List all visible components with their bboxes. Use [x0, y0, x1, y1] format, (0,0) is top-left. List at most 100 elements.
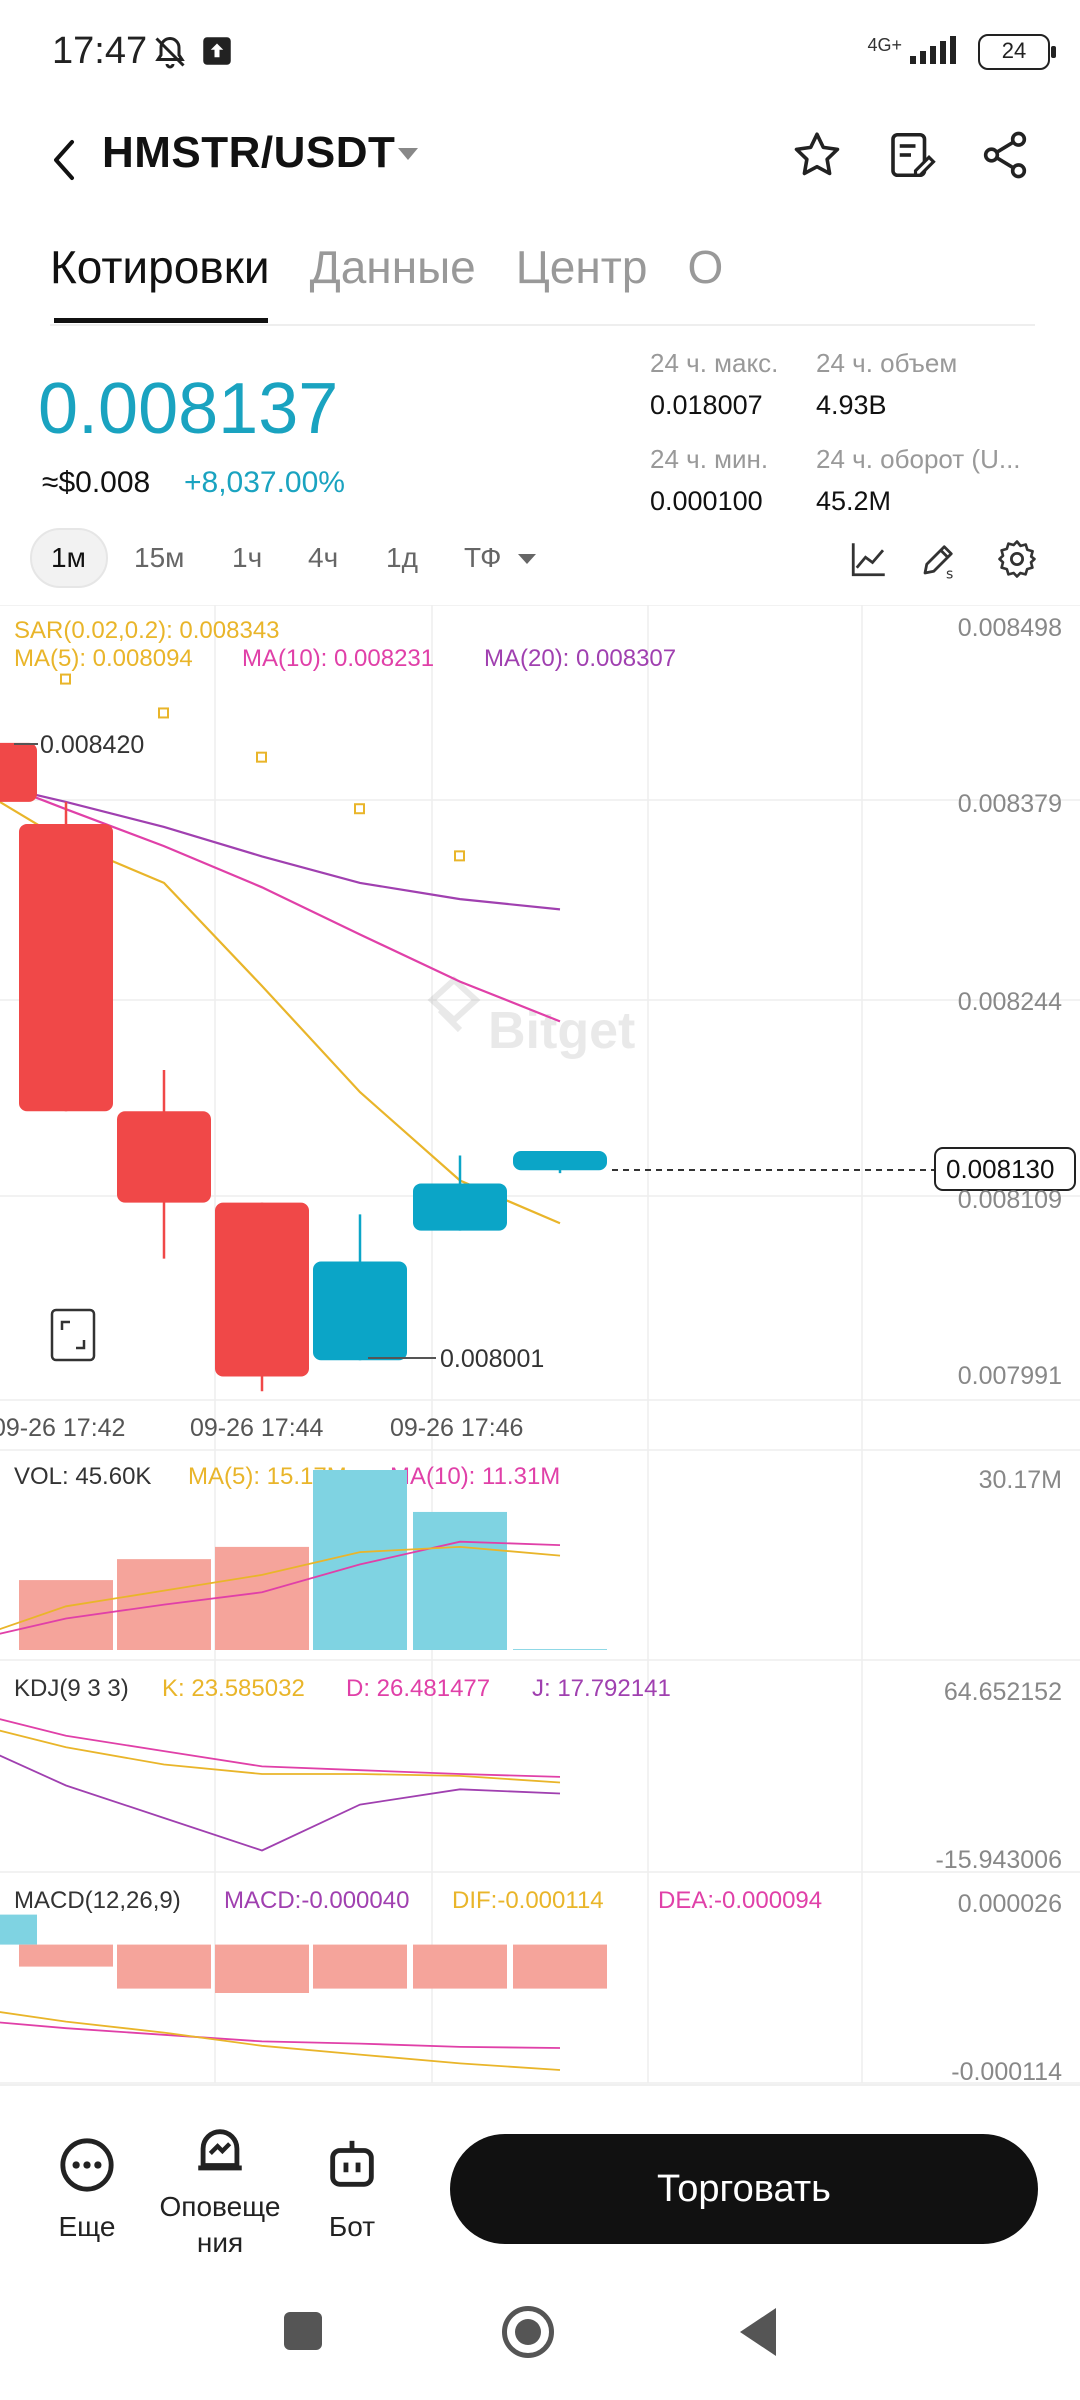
home-nav-icon[interactable] — [502, 2306, 554, 2358]
vol-legend: VOL: 45.60K — [14, 1463, 151, 1490]
back-nav-icon[interactable] — [740, 2308, 776, 2356]
dea-line — [0, 2021, 561, 2049]
bot-label: Бот — [328, 2211, 376, 2242]
candle-body — [215, 1202, 309, 1377]
pair-title[interactable]: HMSTR/USDT — [102, 128, 396, 177]
time-label: 09-26 17:46 — [390, 1414, 523, 1442]
drawing-pen-icon[interactable]: s — [918, 538, 960, 585]
kdj-lines — [0, 1718, 561, 1852]
stat-low-value: 0.000100 — [650, 486, 763, 516]
upload-icon — [202, 36, 232, 71]
timeframe-bar: 1м 15м 1ч 4ч 1д ТФ s — [30, 528, 1060, 588]
more-button[interactable]: Еще — [46, 2136, 128, 2245]
notes-icon[interactable] — [884, 128, 938, 187]
macd-bar — [313, 1944, 407, 1989]
timeframe-dropdown-icon[interactable] — [518, 554, 536, 564]
timeframe-1m[interactable]: 1м — [51, 542, 86, 573]
tab-center[interactable]: Центр — [515, 241, 648, 293]
share-icon[interactable] — [978, 128, 1032, 187]
bitget-watermark: Bitget — [427, 975, 635, 1060]
macd-axis-top: 0.000026 — [958, 1890, 1062, 1918]
vol-ma10-line — [0, 1540, 561, 1635]
macd-axis-bottom: -0.000114 — [951, 2058, 1062, 2085]
stat-low-label: 24 ч. мин. — [650, 444, 769, 474]
current-price-tag: 0.008130 — [946, 1154, 1054, 1184]
kdj-k-line — [0, 1729, 561, 1784]
vol-ma5-line — [0, 1545, 561, 1631]
candle-body — [413, 1183, 507, 1231]
stat-volume-label: 24 ч. объем — [816, 348, 958, 378]
timeframe-15m[interactable]: 15м — [134, 542, 185, 573]
dif-line — [0, 2011, 561, 2071]
time-label: 09-26 17:44 — [190, 1414, 324, 1442]
volume-bar — [19, 1580, 113, 1650]
network-label: 4G+ — [867, 34, 902, 55]
sar-markers — [60, 673, 465, 862]
bot-button[interactable]: Бот — [312, 2136, 392, 2245]
kdj-legend: KDJ(9 3 3) — [14, 1675, 129, 1702]
macd-bar — [413, 1944, 507, 1989]
kdj-j-legend: J: 17.792141 — [532, 1675, 671, 1702]
macd-bar — [215, 1944, 309, 1993]
volume-bars — [0, 1470, 607, 1650]
last-price: 0.008137 — [38, 369, 339, 449]
macd-legend: MACD(12,26,9) — [14, 1887, 181, 1914]
volume-bar — [513, 1649, 607, 1650]
candle-body — [117, 1111, 211, 1203]
price-axis-label: 0.007991 — [958, 1362, 1062, 1390]
stat-volume-value: 4.93B — [816, 390, 887, 420]
price-usd: ≈$0.008 — [42, 466, 151, 499]
sar-point — [158, 707, 169, 719]
kdj-axis-bottom: -15.943006 — [935, 1846, 1062, 1874]
watermark-text: Bitget — [488, 1002, 635, 1060]
current-price-tag-box — [934, 1147, 1076, 1191]
volume-bar — [215, 1546, 309, 1650]
settings-gear-icon[interactable] — [996, 538, 1038, 585]
price-change: +8,037.00% — [184, 466, 345, 499]
battery-level: 24 — [1001, 38, 1027, 63]
kdj-d-legend: D: 26.481477 — [346, 1675, 490, 1702]
bottom-divider — [0, 2084, 1080, 2086]
star-icon[interactable] — [790, 128, 844, 187]
status-time: 17:47 — [52, 30, 148, 72]
tab-active-indicator — [54, 318, 268, 323]
recents-nav-icon[interactable] — [284, 2312, 322, 2350]
back-icon[interactable] — [50, 138, 80, 187]
macd-histogram — [0, 1914, 607, 2071]
time-axis: 09-26 17:42 09-26 17:44 09-26 17:46 — [0, 1414, 523, 1442]
ma20-legend: MA(20): 0.008307 — [484, 645, 676, 672]
alerts-button[interactable]: Оповеще ния — [150, 2122, 290, 2261]
macd-bar — [19, 1944, 113, 1967]
bell-off-icon — [152, 34, 188, 75]
kline-chart[interactable]: Bitget 0.008130 0.008420 0.008001 SAR(0.… — [0, 605, 1080, 2085]
tab-data[interactable]: Данные — [309, 241, 476, 293]
vol-ma10-legend: MA(10): 11.31M — [390, 1463, 560, 1490]
tab-quotes[interactable]: Котировки — [50, 241, 270, 293]
indicator-chart-icon[interactable] — [848, 538, 890, 585]
sar-point — [60, 673, 71, 685]
kdj-k-legend: K: 23.585032 — [162, 1675, 305, 1702]
macd-bar — [117, 1944, 211, 1989]
tab-about[interactable]: О — [687, 241, 724, 293]
timeframe-4h[interactable]: 4ч — [308, 542, 339, 573]
more-icon — [60, 2138, 114, 2192]
trade-button[interactable]: Торговать — [450, 2134, 1038, 2244]
alert-bell-icon — [198, 2129, 242, 2171]
stat-turnover-value: 45.2M — [816, 486, 892, 516]
timeframe-1d[interactable]: 1д — [386, 542, 418, 573]
timeframe-active-bg — [30, 528, 108, 588]
chevron-down-icon[interactable] — [398, 148, 418, 160]
alerts-label-line1: Оповеще — [159, 2191, 281, 2222]
tab-bar: Котировки Данные Центр О — [50, 240, 723, 294]
candle-body — [0, 742, 37, 802]
low-marker: 0.008001 — [440, 1345, 544, 1373]
timeframe-more[interactable]: ТФ — [464, 542, 502, 573]
timeframe-1h[interactable]: 1ч — [232, 542, 263, 573]
kdj-axis-top: 64.652152 — [944, 1678, 1062, 1706]
macd-value: MACD:-0.000040 — [224, 1887, 409, 1914]
kdj-d-line — [0, 1718, 561, 1778]
fullscreen-icon[interactable] — [50, 1308, 96, 1362]
candle-body — [513, 1151, 607, 1171]
svg-text:s: s — [946, 566, 953, 580]
stat-high-value: 0.018007 — [650, 390, 763, 420]
